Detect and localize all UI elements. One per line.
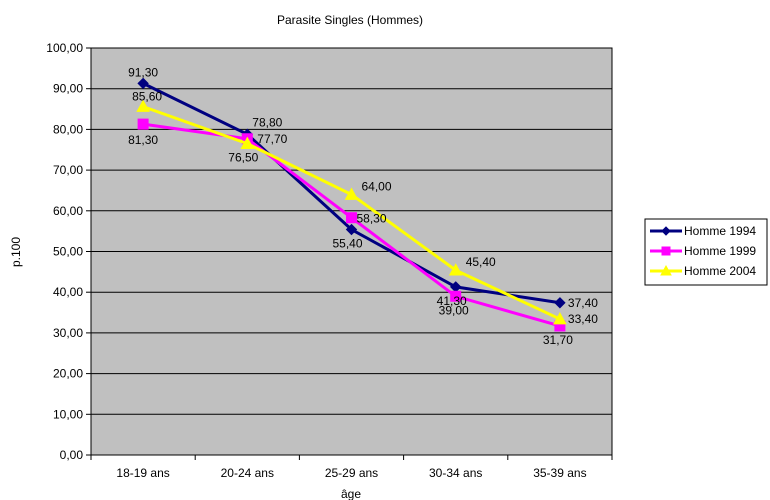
data-label: 85,60 <box>132 90 162 104</box>
y-tick-label: 90,00 <box>53 82 83 96</box>
legend-item: Homme 1994 <box>650 224 756 238</box>
data-label: 55,40 <box>332 237 362 251</box>
y-tick-label: 100,00 <box>46 41 83 55</box>
data-point-marker <box>450 290 462 302</box>
data-label: 39,00 <box>439 303 469 317</box>
data-point-marker <box>345 223 358 236</box>
data-point-marker <box>137 77 149 90</box>
data-point-marker <box>344 187 359 200</box>
x-axis-title: âge <box>341 487 361 500</box>
data-label: 81,30 <box>128 133 158 147</box>
data-point-marker <box>448 263 463 276</box>
data-label: 45,40 <box>466 255 496 269</box>
legend-label: Homme 2004 <box>684 264 756 278</box>
data-label: 77,70 <box>257 132 287 146</box>
data-label: 33,40 <box>568 312 598 326</box>
y-tick-label: 30,00 <box>53 326 83 340</box>
legend-item: Homme 2004 <box>650 264 756 278</box>
legend: Homme 1994 Homme 1999 Homme 2004 <box>644 218 768 286</box>
y-tick-label: 20,00 <box>53 367 83 381</box>
y-tick-label: 0,00 <box>60 448 84 462</box>
legend-label: Homme 1994 <box>684 224 756 238</box>
data-label: 41,30 <box>437 294 467 308</box>
data-point-marker <box>240 136 255 149</box>
data-point-marker <box>136 99 150 112</box>
y-tick-label: 80,00 <box>53 122 83 136</box>
data-label: 91,30 <box>128 65 158 79</box>
data-point-marker <box>554 297 566 309</box>
legend-marker <box>661 226 671 236</box>
legend-label: Homme 1999 <box>684 244 756 258</box>
series-2 <box>136 99 567 325</box>
x-tick-label: 18-19 ans <box>116 466 169 480</box>
y-tick-label: 50,00 <box>53 245 83 259</box>
y-tick-label: 60,00 <box>53 204 83 218</box>
data-label: 31,70 <box>543 333 573 347</box>
legend-marker <box>661 246 671 256</box>
data-label: 37,40 <box>568 296 598 310</box>
y-tick-label: 40,00 <box>53 285 83 299</box>
data-label: 78,80 <box>252 115 282 129</box>
x-tick-label: 25-29 ans <box>325 466 378 480</box>
legend-marker <box>660 264 672 276</box>
data-point-marker <box>137 118 149 130</box>
data-label: 76,50 <box>228 151 258 165</box>
data-point-marker <box>553 312 567 325</box>
x-tick-label: 35-39 ans <box>533 466 586 480</box>
chart-title: Parasite Singles (Hommes) <box>277 13 423 27</box>
data-label: 58,30 <box>357 212 387 226</box>
y-tick-label: 10,00 <box>53 407 83 421</box>
legend-item: Homme 1999 <box>650 244 756 258</box>
data-point-marker <box>346 212 357 224</box>
y-tick-label: 70,00 <box>53 163 83 177</box>
x-tick-label: 20-24 ans <box>221 466 274 480</box>
y-axis-title: p.100 <box>9 237 23 267</box>
data-label: 64,00 <box>362 180 392 194</box>
series-0 <box>137 77 566 309</box>
x-tick-label: 30-34 ans <box>429 466 482 480</box>
